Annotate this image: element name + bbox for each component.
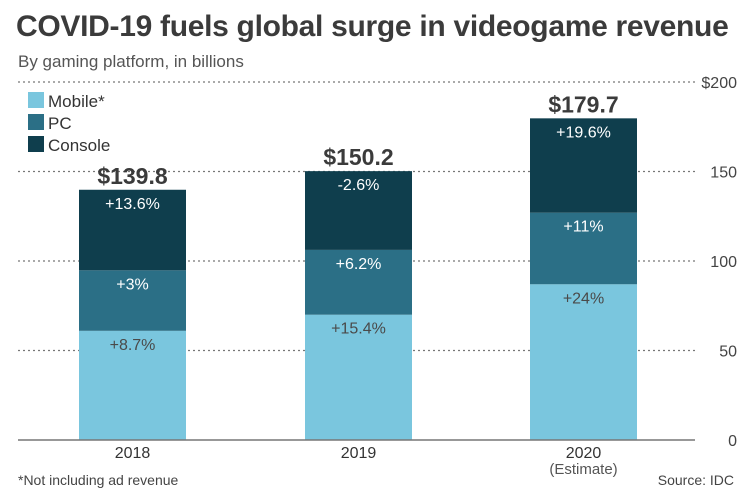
bar-segment [530,212,637,285]
bar-segment [530,118,637,213]
bar-segment [79,270,186,331]
bar-segment [79,330,186,440]
y-tick-label: 150 [710,165,737,182]
total-label: $179.7 [548,91,618,117]
bar-segment [305,314,412,440]
legend-swatch [28,136,44,152]
legend-label: Mobile* [48,92,105,111]
segment-label: +6.2% [336,256,382,273]
segment-label: +15.4% [331,321,386,338]
legend-label: PC [48,114,72,133]
y-tick-label: 0 [728,433,737,450]
segment-label: +24% [563,290,604,307]
x-tick-label: 2018 [115,445,151,462]
source-note: Source: IDC [657,472,734,488]
bar-segment [79,189,186,271]
y-tick-label: $200 [701,75,737,92]
total-label: $139.8 [97,163,168,189]
legend-label: Console [48,136,110,155]
segment-label: +19.6% [556,124,611,141]
legend-swatch [28,114,44,130]
total-label: $150.2 [323,144,393,170]
y-tick-label: 50 [719,344,737,361]
chart-subtitle: By gaming platform, in billions [18,52,244,71]
segment-label: +8.7% [110,337,156,354]
segment-label: +13.6% [105,196,160,213]
y-tick-label: 100 [710,254,737,271]
x-tick-sublabel: (Estimate) [549,461,617,478]
x-tick-label: 2020 [566,445,602,462]
segment-label: +3% [116,276,148,293]
chart-title: COVID-19 fuels global surge in videogame… [16,10,729,43]
bar-segment [305,249,412,315]
bar-segment [305,171,412,250]
segment-label: -2.6% [338,177,380,194]
bar-segment [530,284,637,440]
segment-label: +11% [563,219,603,236]
x-tick-label: 2019 [341,445,377,462]
legend-swatch [28,92,44,108]
footnote: *Not including ad revenue [18,472,179,488]
